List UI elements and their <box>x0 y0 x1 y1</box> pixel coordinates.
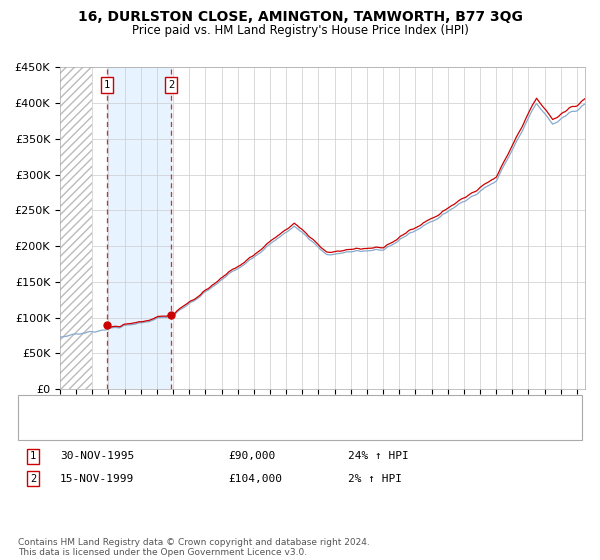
Text: 24% ↑ HPI: 24% ↑ HPI <box>348 451 409 461</box>
Text: HPI: Average price, detached house, Tamworth: HPI: Average price, detached house, Tamw… <box>75 422 319 432</box>
Text: 1: 1 <box>30 451 36 461</box>
Text: £104,000: £104,000 <box>228 474 282 484</box>
Text: £90,000: £90,000 <box>228 451 275 461</box>
Text: 1: 1 <box>104 80 110 90</box>
Text: 2: 2 <box>168 80 174 90</box>
Text: Contains HM Land Registry data © Crown copyright and database right 2024.
This d: Contains HM Land Registry data © Crown c… <box>18 538 370 557</box>
Text: 2: 2 <box>30 474 36 484</box>
Text: 16, DURLSTON CLOSE, AMINGTON, TAMWORTH, B77 3QG (detached house): 16, DURLSTON CLOSE, AMINGTON, TAMWORTH, … <box>75 402 468 412</box>
Text: 2% ↑ HPI: 2% ↑ HPI <box>348 474 402 484</box>
Text: Price paid vs. HM Land Registry's House Price Index (HPI): Price paid vs. HM Land Registry's House … <box>131 24 469 36</box>
Text: 15-NOV-1999: 15-NOV-1999 <box>60 474 134 484</box>
Bar <box>107 67 171 389</box>
Text: 30-NOV-1995: 30-NOV-1995 <box>60 451 134 461</box>
Text: 16, DURLSTON CLOSE, AMINGTON, TAMWORTH, B77 3QG: 16, DURLSTON CLOSE, AMINGTON, TAMWORTH, … <box>77 10 523 24</box>
